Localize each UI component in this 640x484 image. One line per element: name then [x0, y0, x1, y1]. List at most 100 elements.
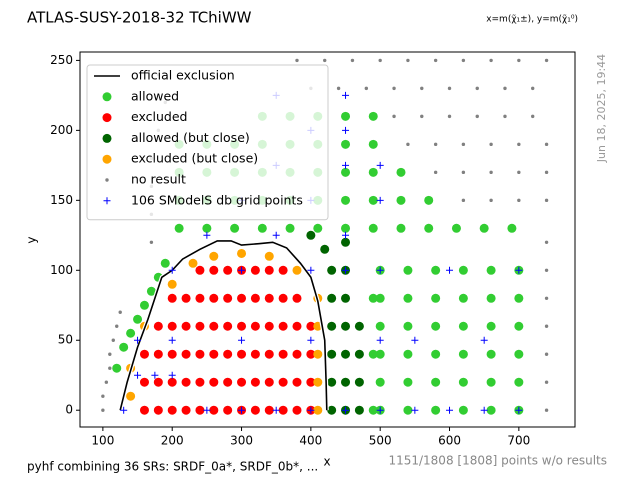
point [153, 405, 163, 415]
x-tick-label: 300 [230, 434, 253, 448]
legend-label: allowed (but close) [131, 130, 250, 145]
point [517, 58, 521, 63]
grid-point [376, 406, 384, 414]
point [264, 251, 274, 261]
legend: official exclusion allowed excluded allowed… [86, 64, 329, 221]
y-tick-label: 50 [58, 333, 73, 347]
grid-point [342, 126, 350, 134]
point [327, 349, 337, 359]
point [278, 293, 288, 303]
point [153, 349, 163, 359]
point [264, 265, 274, 275]
point [341, 321, 351, 331]
point [341, 223, 351, 233]
grid-point [446, 266, 454, 274]
grid-point [376, 336, 384, 344]
chart-title: ATLAS-SUSY-2018-32 TChiWW [27, 9, 252, 27]
point [292, 349, 302, 359]
legend-label: allowed [131, 88, 179, 103]
grid-point [168, 371, 176, 379]
point [354, 405, 364, 415]
summary: 1151/1808 [1808] points w/o results [388, 454, 607, 468]
point [295, 58, 299, 63]
point [420, 114, 424, 119]
point [139, 300, 149, 310]
grid-point [515, 406, 523, 414]
point [181, 349, 191, 359]
grid-point [203, 231, 211, 239]
point [139, 377, 149, 387]
grid-point [134, 336, 142, 344]
point [104, 380, 109, 384]
point [264, 293, 274, 303]
point [486, 265, 496, 275]
point [101, 408, 105, 412]
point [544, 170, 549, 175]
point [327, 293, 337, 303]
point [354, 377, 364, 387]
grid-point [480, 406, 488, 414]
point [486, 321, 496, 331]
point [278, 405, 288, 415]
point [160, 258, 170, 268]
grid-point [151, 371, 159, 379]
legend-marker [105, 178, 109, 182]
point [313, 223, 323, 233]
point [133, 314, 143, 324]
point [475, 114, 479, 119]
point [514, 349, 524, 359]
point [195, 349, 205, 359]
point [101, 394, 105, 398]
point [323, 58, 327, 63]
point [403, 265, 413, 275]
grid-point [272, 406, 280, 414]
point [139, 405, 149, 415]
point [195, 293, 205, 303]
timestamp: Jun 18, 2025, 19:44 [595, 54, 608, 163]
point [368, 111, 378, 121]
legend-marker [102, 113, 112, 123]
point [517, 170, 521, 175]
point [264, 349, 274, 359]
x-tick-label: 600 [438, 434, 461, 448]
point [223, 321, 233, 331]
point [292, 265, 302, 275]
point [237, 377, 247, 387]
point [181, 377, 191, 387]
point [181, 405, 191, 415]
point [514, 321, 524, 331]
x-tick-label: 700 [507, 434, 530, 448]
point [544, 58, 549, 63]
point [341, 377, 351, 387]
grid-point [307, 336, 315, 344]
grid-point [203, 406, 211, 414]
point [396, 195, 406, 205]
point [403, 321, 413, 331]
grid-point [376, 161, 384, 169]
point [209, 405, 219, 415]
point [486, 405, 496, 415]
point [433, 142, 438, 147]
point [403, 377, 413, 387]
point [368, 223, 378, 233]
point [209, 293, 219, 303]
point [250, 377, 260, 387]
point [341, 293, 351, 303]
grid-point [238, 336, 246, 344]
point [341, 237, 351, 247]
point [285, 223, 295, 233]
point [544, 198, 549, 203]
point [209, 349, 219, 359]
point [188, 258, 198, 268]
point [223, 349, 233, 359]
grid-point [307, 266, 315, 274]
point [461, 58, 466, 63]
x-axis-label: x [323, 455, 330, 469]
point [544, 380, 549, 384]
grid-point [120, 406, 128, 414]
point [486, 293, 496, 303]
point [237, 321, 247, 331]
point [392, 114, 396, 119]
point [368, 405, 378, 415]
